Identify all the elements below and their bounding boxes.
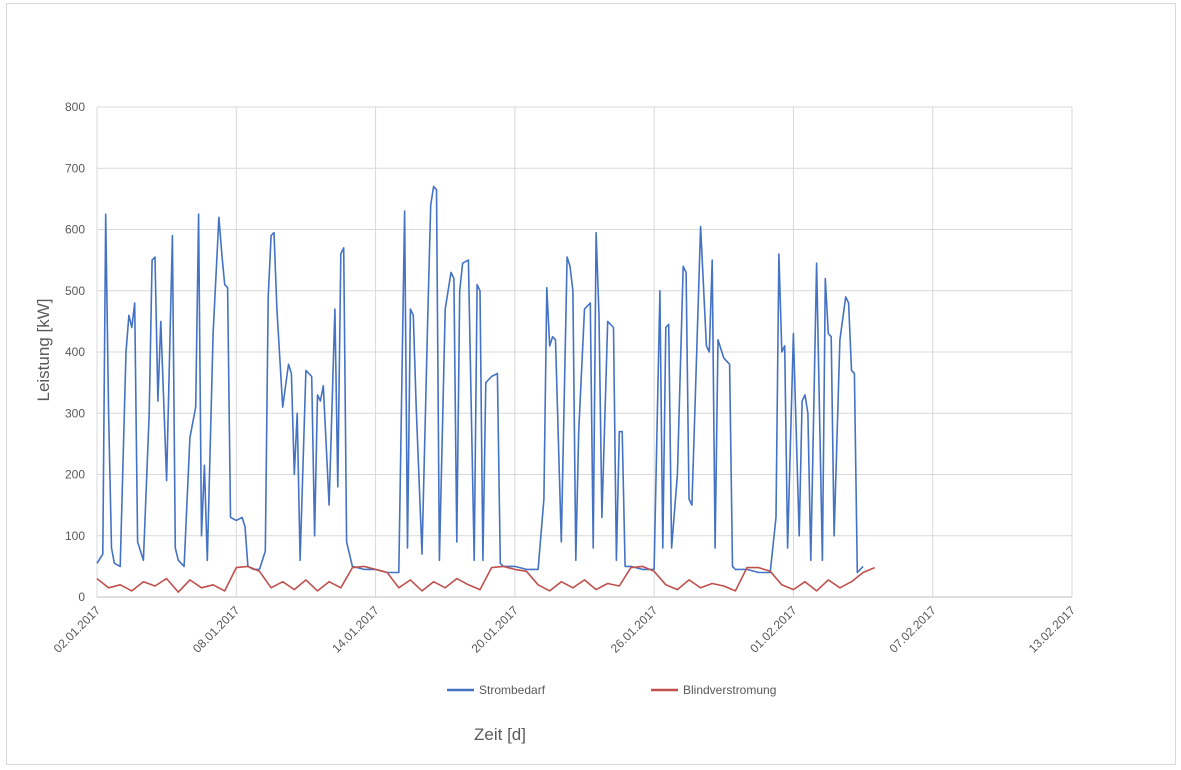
series-lines — [96, 185, 876, 593]
y-tick-label: 0 — [78, 590, 85, 604]
y-tick-label: 500 — [65, 284, 85, 298]
series-line-blindverstromung — [96, 565, 876, 593]
x-tick-label: 13.02.2017 — [1026, 603, 1079, 656]
legend-label: Blindverstromung — [683, 683, 776, 697]
x-tick-label: 26.01.2017 — [608, 603, 661, 656]
y-tick-label: 200 — [65, 468, 85, 482]
y-tick-label: 300 — [65, 406, 85, 420]
legend: Strombedarf Blindverstromung — [447, 683, 776, 697]
series-line-strombedarf — [96, 185, 864, 574]
gridlines — [96, 106, 1073, 598]
y-axis-ticks: 0 100 200 300 400 500 600 700 800 — [65, 100, 85, 604]
x-tick-label: 07.02.2017 — [886, 603, 939, 656]
x-axis-title: Zeit [d] — [474, 725, 526, 744]
y-tick-label: 700 — [65, 161, 85, 175]
x-tick-label: 20.01.2017 — [469, 603, 522, 656]
y-tick-label: 400 — [65, 345, 85, 359]
legend-label: Strombedarf — [479, 683, 546, 697]
x-tick-label: 01.02.2017 — [747, 603, 800, 656]
y-tick-label: 100 — [65, 529, 85, 543]
x-tick-label: 08.01.2017 — [190, 603, 243, 656]
y-axis-title: Leistung [kW] — [34, 299, 53, 402]
y-tick-label: 600 — [65, 223, 85, 237]
y-tick-label: 800 — [65, 100, 85, 114]
x-tick-label: 02.01.2017 — [51, 603, 104, 656]
x-tick-label: 14.01.2017 — [329, 603, 382, 656]
x-axis-ticks: 02.01.2017 08.01.2017 14.01.2017 20.01.2017… — [51, 603, 1079, 656]
